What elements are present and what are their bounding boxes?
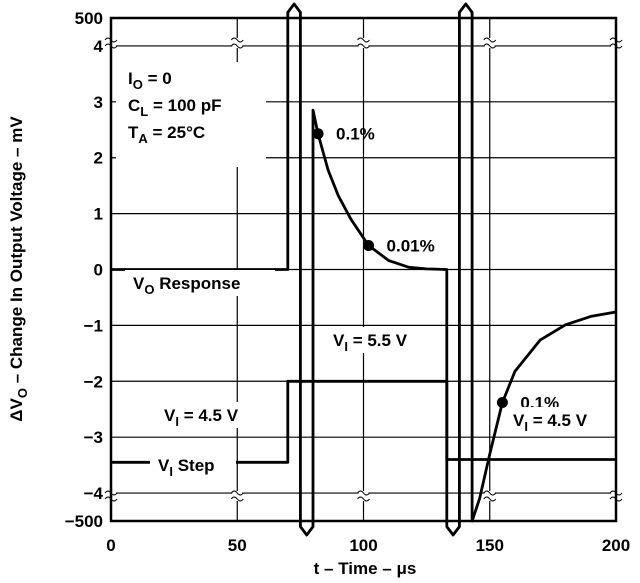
vi-45-left-label-text: = 4.5 V bbox=[179, 406, 239, 425]
vi-45-right-label-base: V bbox=[513, 411, 525, 430]
vo-response-label-subscript: O bbox=[144, 282, 154, 297]
y-tick-label: 4 bbox=[94, 37, 104, 56]
x-tick-label: 50 bbox=[228, 536, 247, 555]
vi-45-left-label-base: V bbox=[164, 406, 176, 425]
vi-55-label-text: = 5.5 V bbox=[348, 331, 408, 350]
y-tick-label: −3 bbox=[84, 428, 103, 447]
vi-step-label-text: Step bbox=[173, 456, 215, 475]
condition-cl-base: C bbox=[128, 96, 140, 115]
marker-dot-2 bbox=[497, 397, 508, 408]
y-tick-label: −500 bbox=[65, 512, 103, 531]
x-tick-label: 0 bbox=[106, 536, 115, 555]
condition-ta-base: T bbox=[128, 123, 139, 142]
y-axis-label-prefix: ΔV bbox=[7, 397, 26, 421]
marker-dot-1 bbox=[363, 240, 374, 251]
marker-label-1: 0.01% bbox=[387, 236, 435, 255]
condition-io-subscript: O bbox=[133, 77, 143, 92]
vi-step-label-base: V bbox=[158, 456, 170, 475]
vo-response-label-text: Response bbox=[154, 274, 240, 293]
x-tick-label: 100 bbox=[349, 536, 377, 555]
y-axis-label-subscript: O bbox=[15, 388, 30, 398]
y-axis-label-suffix: – Change In Output Voltage – mV bbox=[7, 116, 26, 388]
y-axis-label: ΔVO – Change In Output Voltage – mV bbox=[7, 116, 30, 422]
marker-dot-0 bbox=[313, 128, 324, 139]
vo-response-label-base: V bbox=[133, 274, 145, 293]
x-axis-label: t – Time – μs bbox=[314, 559, 417, 578]
x-tick-label: 200 bbox=[602, 536, 630, 555]
vi-55-label-base: V bbox=[333, 331, 345, 350]
y-tick-label: 3 bbox=[94, 93, 103, 112]
y-tick-label: −2 bbox=[84, 372, 103, 391]
y-tick-label: −1 bbox=[84, 316, 103, 335]
condition-cl-subscript: L bbox=[140, 104, 148, 119]
y-tick-label: 0 bbox=[94, 261, 103, 280]
y-tick-label: 500 bbox=[75, 9, 103, 28]
condition-ta-text: = 25°C bbox=[148, 123, 205, 142]
condition-cl-text: = 100 pF bbox=[148, 96, 221, 115]
y-tick-label: 2 bbox=[94, 149, 103, 168]
x-tick-label: 150 bbox=[476, 536, 504, 555]
y-tick-label: −4 bbox=[84, 484, 104, 503]
marker-label-0: 0.1% bbox=[336, 125, 375, 144]
condition-io-text: = 0 bbox=[143, 69, 172, 88]
y-tick-label: 1 bbox=[94, 205, 103, 224]
vi-45-right-label-text: = 4.5 V bbox=[528, 411, 588, 430]
